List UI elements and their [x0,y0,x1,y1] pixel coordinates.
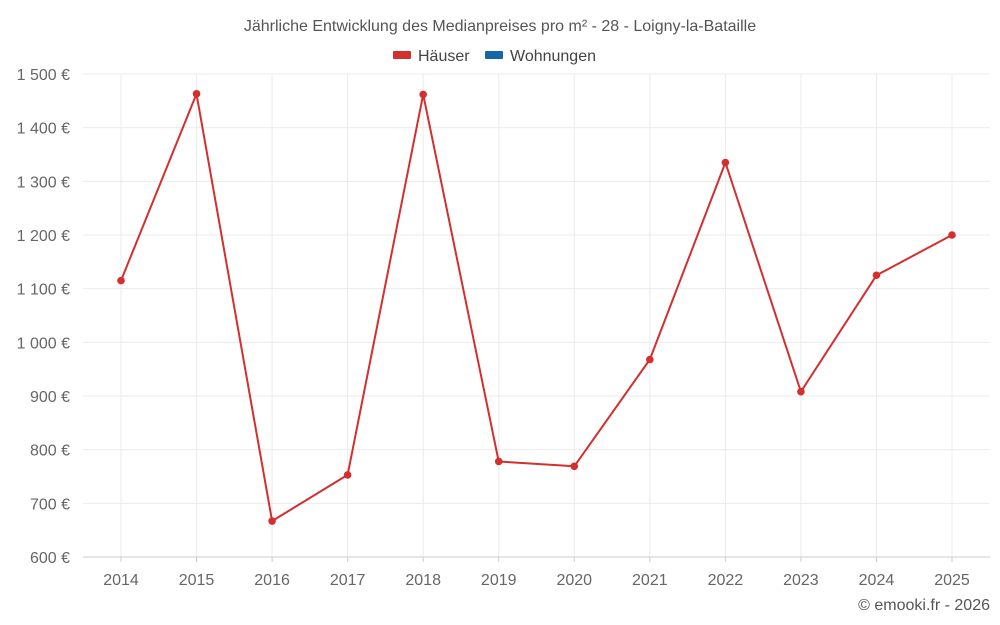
credit: © emooki.fr - 2026 [858,597,990,614]
x-tick-label: 2018 [405,572,441,589]
data-point-haeuser[interactable] [721,158,730,167]
series-line-haeuser [120,92,953,522]
data-point-haeuser[interactable] [192,90,201,98]
x-tick-label: 2025 [934,572,970,589]
x-axis-labels: 2014 2015 2016 2017 2018 2019 2020 2021 2022 2023… [103,572,970,589]
data-point-haeuser[interactable] [646,355,654,364]
legend-item-haeuser[interactable]: Häuser [393,48,470,65]
y-tick-label: 1 400 € [17,121,70,138]
y-tick-label: 900 € [30,389,70,406]
legend-label-haeuser: Häuser [418,48,470,65]
y-tick-label: 1 100 € [17,282,70,299]
data-point-haeuser[interactable] [872,271,881,280]
x-tick-label: 2021 [632,572,668,589]
x-tick-label: 2019 [481,572,517,589]
data-point-haeuser[interactable] [494,457,503,466]
x-tick-label: 2016 [254,572,290,589]
y-tick-label: 800 € [30,443,70,460]
data-point-haeuser[interactable] [948,231,956,239]
x-tick-label: 2022 [708,572,744,589]
x-gridlines [120,74,953,562]
x-tick-label: 2015 [179,572,215,589]
y-tick-label: 600 € [30,550,70,567]
y-tick-label: 1 000 € [17,335,70,352]
x-tick-label: 2020 [556,572,592,589]
chart-title: Jährliche Entwicklung des Medianpreises … [244,18,756,35]
y-tick-label: 1 200 € [17,228,70,245]
data-point-haeuser[interactable] [797,387,805,396]
x-tick-label: 2023 [783,572,819,589]
y-tick-label: 1 300 € [17,174,70,191]
y-axis-labels: 600 € 700 € 800 € 900 € 1 000 € 1 100 € 1 200 … [17,67,70,567]
y-gridlines [83,73,990,504]
data-point-haeuser[interactable] [268,517,276,525]
x-tick-label: 2017 [330,572,366,589]
legend-swatch-wohnungen [485,51,503,59]
data-point-haeuser[interactable] [343,471,352,479]
y-tick-label: 1 500 € [17,67,70,84]
data-point-haeuser[interactable] [570,462,579,471]
data-point-haeuser[interactable] [419,90,427,99]
y-tick-label: 700 € [30,496,70,513]
x-tick-label: 2014 [103,572,139,589]
data-point-haeuser[interactable] [117,276,125,285]
legend-swatch-haeuser [393,51,411,59]
legend: Häuser Wohnungen [393,48,596,65]
series-haeuser [117,90,956,525]
legend-label-wohnungen: Wohnungen [510,48,596,65]
legend-item-wohnungen[interactable]: Wohnungen [485,48,596,65]
x-tick-label: 2024 [859,572,895,589]
